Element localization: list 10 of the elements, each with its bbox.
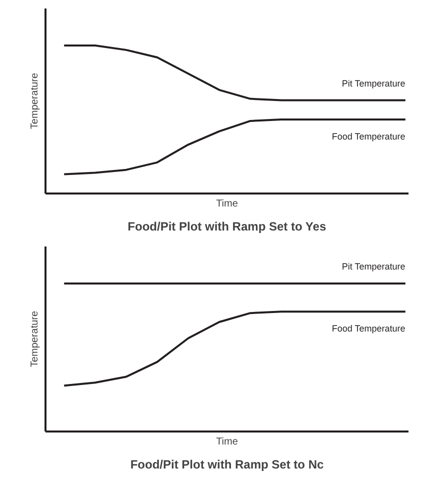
series-label: Food Temperature	[332, 323, 406, 334]
x-axis-title: Time	[216, 436, 238, 448]
y-axis-title: Temperature	[30, 310, 40, 368]
series-label: Pit Temperature	[342, 262, 406, 272]
text: Food/Pit Plot with Ramp Set to Nc	[130, 458, 324, 472]
x-axis-title: Time	[216, 198, 238, 210]
series-label: Food Temperature	[332, 131, 406, 142]
y-axis-title: Temperature	[30, 72, 40, 130]
series-label: Pit Temperature	[342, 78, 406, 88]
text: Food/Pit Plot with Ramp Set to Yes	[128, 220, 326, 234]
